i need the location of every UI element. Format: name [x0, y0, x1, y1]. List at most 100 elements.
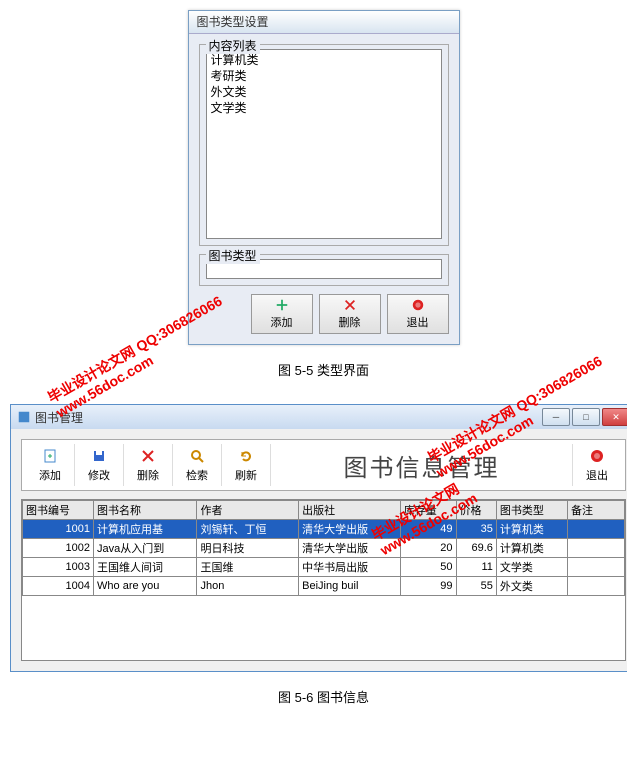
delete-button[interactable]: 删除 [319, 294, 381, 334]
list-item[interactable]: 考研类 [211, 68, 437, 84]
exit-icon [411, 298, 425, 312]
col-header[interactable]: 库存量 [400, 501, 456, 520]
window-controls: ─ □ ✕ [542, 408, 627, 426]
search-icon [189, 448, 205, 464]
type-settings-dialog: 图书类型设置 内容列表 计算机类 考研类 外文类 文学类 图书类型 添加 删除 [188, 10, 460, 345]
table-cell: 1001 [23, 520, 94, 539]
col-header[interactable]: 作者 [197, 501, 299, 520]
table-cell: 35 [456, 520, 496, 539]
app-icon [17, 410, 31, 424]
table-cell: 计算机类 [496, 539, 567, 558]
table-cell: BeiJing buil [299, 577, 401, 596]
book-table: 图书编号 图书名称 作者 出版社 库存量 价格 图书类型 备注 1001计算机应… [22, 500, 625, 596]
add-button[interactable]: 添加 [251, 294, 313, 334]
btn-label: 修改 [88, 467, 110, 483]
toolbar-edit-button[interactable]: 修改 [75, 444, 124, 486]
table-row[interactable]: 1003王国维人间词王国维中华书局出版5011文学类 [23, 558, 625, 577]
table-cell: 69.6 [456, 539, 496, 558]
figure-caption-2: 图 5-6 图书信息 [10, 687, 627, 706]
window-body: 添加 修改 删除 检索 刷新 图书信息管理 退出 [11, 429, 627, 671]
type-listbox[interactable]: 计算机类 考研类 外文类 文学类 [206, 49, 442, 239]
exit-icon [589, 448, 605, 464]
x-icon [140, 448, 156, 464]
btn-label: 退出 [586, 467, 608, 483]
table-cell [568, 577, 625, 596]
minimize-button[interactable]: ─ [542, 408, 570, 426]
maximize-button[interactable]: □ [572, 408, 600, 426]
dialog-body: 内容列表 计算机类 考研类 外文类 文学类 图书类型 添加 删除 退出 [189, 34, 459, 344]
x-icon [343, 298, 357, 312]
window-title: 图书管理 [35, 409, 83, 426]
table-cell: 计算机类 [496, 520, 567, 539]
toolbar-search-button[interactable]: 检索 [173, 444, 222, 486]
table-row[interactable]: 1002Java从入门到明日科技清华大学出版2069.6计算机类 [23, 539, 625, 558]
table-cell: 中华书局出版 [299, 558, 401, 577]
table-cell: 明日科技 [197, 539, 299, 558]
table-wrapper[interactable]: 图书编号 图书名称 作者 出版社 库存量 价格 图书类型 备注 1001计算机应… [21, 499, 626, 661]
toolbar-refresh-button[interactable]: 刷新 [222, 444, 271, 486]
table-cell: 50 [400, 558, 456, 577]
toolbar: 添加 修改 删除 检索 刷新 图书信息管理 退出 [21, 439, 626, 491]
window-titlebar[interactable]: 图书管理 ─ □ ✕ [11, 405, 627, 429]
table-cell: 王国维 [197, 558, 299, 577]
refresh-icon [238, 448, 254, 464]
btn-label: 检索 [186, 467, 208, 483]
content-list-group: 内容列表 计算机类 考研类 外文类 文学类 [199, 44, 449, 246]
exit-button[interactable]: 退出 [387, 294, 449, 334]
list-item[interactable]: 计算机类 [211, 52, 437, 68]
table-cell: 99 [400, 577, 456, 596]
dialog-title: 图书类型设置 [197, 15, 269, 29]
btn-label: 刷新 [235, 467, 257, 483]
table-row[interactable]: 1001计算机应用基刘锡轩、丁恒清华大学出版4935计算机类 [23, 520, 625, 539]
page-heading: 图书信息管理 [271, 448, 572, 483]
close-button[interactable]: ✕ [602, 408, 627, 426]
type-input-group: 图书类型 [199, 254, 449, 286]
table-cell: 1002 [23, 539, 94, 558]
table-cell: 20 [400, 539, 456, 558]
list-item[interactable]: 外文类 [211, 84, 437, 100]
table-cell [568, 520, 625, 539]
table-cell: Who are you [94, 577, 197, 596]
table-cell: 清华大学出版 [299, 520, 401, 539]
table-cell [568, 558, 625, 577]
dialog-titlebar[interactable]: 图书类型设置 [189, 11, 459, 34]
btn-label: 删除 [339, 314, 361, 330]
list-item[interactable]: 文学类 [211, 100, 437, 116]
table-cell: 55 [456, 577, 496, 596]
book-manage-window: 图书管理 ─ □ ✕ 添加 修改 删除 检索 [10, 404, 627, 672]
table-cell: 王国维人间词 [94, 558, 197, 577]
btn-label: 添加 [39, 467, 61, 483]
save-icon [91, 448, 107, 464]
btn-label: 删除 [137, 467, 159, 483]
add-doc-icon [42, 448, 58, 464]
col-header[interactable]: 图书名称 [94, 501, 197, 520]
col-header[interactable]: 价格 [456, 501, 496, 520]
btn-label: 退出 [407, 314, 429, 330]
table-row[interactable]: 1004Who are youJhonBeiJing buil9955外文类 [23, 577, 625, 596]
toolbar-add-button[interactable]: 添加 [26, 444, 75, 486]
toolbar-delete-button[interactable]: 删除 [124, 444, 173, 486]
table-cell: 刘锡轩、丁恒 [197, 520, 299, 539]
btn-label: 添加 [271, 314, 293, 330]
table-cell: Jhon [197, 577, 299, 596]
table-cell [568, 539, 625, 558]
table-cell: 外文类 [496, 577, 567, 596]
table-cell: 49 [400, 520, 456, 539]
toolbar-exit-button[interactable]: 退出 [572, 444, 621, 486]
col-header[interactable]: 图书类型 [496, 501, 567, 520]
figure-caption-1: 图 5-5 类型界面 [10, 360, 627, 379]
group-label: 内容列表 [206, 37, 260, 54]
col-header[interactable]: 备注 [568, 501, 625, 520]
table-cell: 计算机应用基 [94, 520, 197, 539]
button-row: 添加 删除 退出 [199, 294, 449, 334]
col-header[interactable]: 出版社 [299, 501, 401, 520]
table-cell: Java从入门到 [94, 539, 197, 558]
table-header-row: 图书编号 图书名称 作者 出版社 库存量 价格 图书类型 备注 [23, 501, 625, 520]
table-cell: 清华大学出版 [299, 539, 401, 558]
plus-icon [275, 298, 289, 312]
table-cell: 1003 [23, 558, 94, 577]
group-label: 图书类型 [206, 247, 260, 264]
table-cell: 1004 [23, 577, 94, 596]
col-header[interactable]: 图书编号 [23, 501, 94, 520]
table-cell: 11 [456, 558, 496, 577]
